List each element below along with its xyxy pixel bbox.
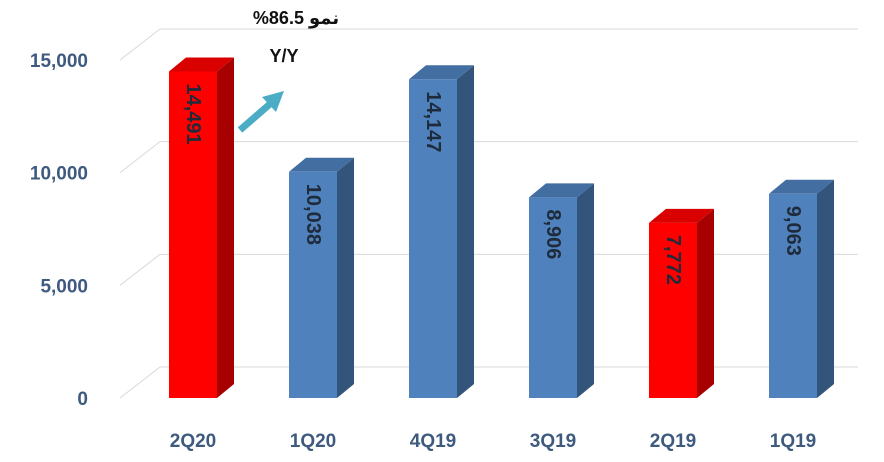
bar-side <box>337 157 354 398</box>
bar: 7,772 <box>649 208 714 398</box>
y-tick-label: 5,000 <box>40 276 88 297</box>
bar-side <box>217 57 234 398</box>
bar-side <box>577 183 594 398</box>
bar-top <box>169 57 234 72</box>
data-label: 10,038 <box>302 184 324 245</box>
category-label: 2Q19 <box>650 431 696 452</box>
bar-top <box>769 179 834 194</box>
data-label: 7,772 <box>662 235 684 285</box>
data-label: 9,063 <box>782 206 804 256</box>
gridline-diagonal <box>119 366 161 399</box>
bar-front <box>529 197 577 398</box>
growth-annotation: نمو 86.5% Y/Y <box>237 8 339 133</box>
bar-front <box>289 171 337 398</box>
bar-top <box>289 157 354 172</box>
bar-top <box>529 183 594 198</box>
growth-annotation-line1: نمو 86.5% <box>253 8 339 29</box>
bar-top <box>409 65 474 80</box>
bar-front <box>769 193 817 398</box>
gridlines <box>119 28 858 399</box>
arrow-head <box>262 91 284 112</box>
bar-side <box>817 179 834 398</box>
category-label: 4Q19 <box>410 431 456 452</box>
bar: 14,147 <box>409 65 474 398</box>
gridline-diagonal <box>119 28 161 61</box>
data-label: 14,491 <box>182 83 204 144</box>
arrow-shaft <box>237 101 273 133</box>
category-label: 1Q20 <box>290 431 336 452</box>
y-tick-label: 15,000 <box>30 51 88 72</box>
y-axis-ticks: 0 5,000 10,000 15,000 <box>30 51 88 410</box>
bar-front <box>649 222 697 398</box>
bar: 14,491 <box>169 57 234 398</box>
bars: 14,491 10,038 14,147 8,906 7,772 9,063 <box>169 57 834 398</box>
growth-annotation-line2: Y/Y <box>269 46 298 66</box>
bar: 9,063 <box>769 179 834 398</box>
data-label: 8,906 <box>542 209 564 259</box>
x-axis-categories: 2Q20 1Q20 4Q19 3Q19 2Q19 1Q19 <box>170 431 816 452</box>
bar-top <box>649 208 714 223</box>
bar-side <box>697 208 714 398</box>
gridline-diagonal <box>119 141 161 174</box>
category-label: 2Q20 <box>170 431 216 452</box>
category-label: 1Q19 <box>770 431 816 452</box>
category-label: 3Q19 <box>530 431 576 452</box>
y-tick-label: 10,000 <box>30 164 88 185</box>
bar-side <box>457 65 474 398</box>
bar: 10,038 <box>289 157 354 398</box>
gridline-diagonal <box>119 253 161 286</box>
growth-arrow-icon <box>237 91 284 133</box>
bar-front <box>409 79 457 398</box>
bar: 8,906 <box>529 183 594 398</box>
data-label: 14,147 <box>422 91 444 152</box>
y-tick-label: 0 <box>77 389 88 410</box>
bar-front <box>169 71 217 398</box>
